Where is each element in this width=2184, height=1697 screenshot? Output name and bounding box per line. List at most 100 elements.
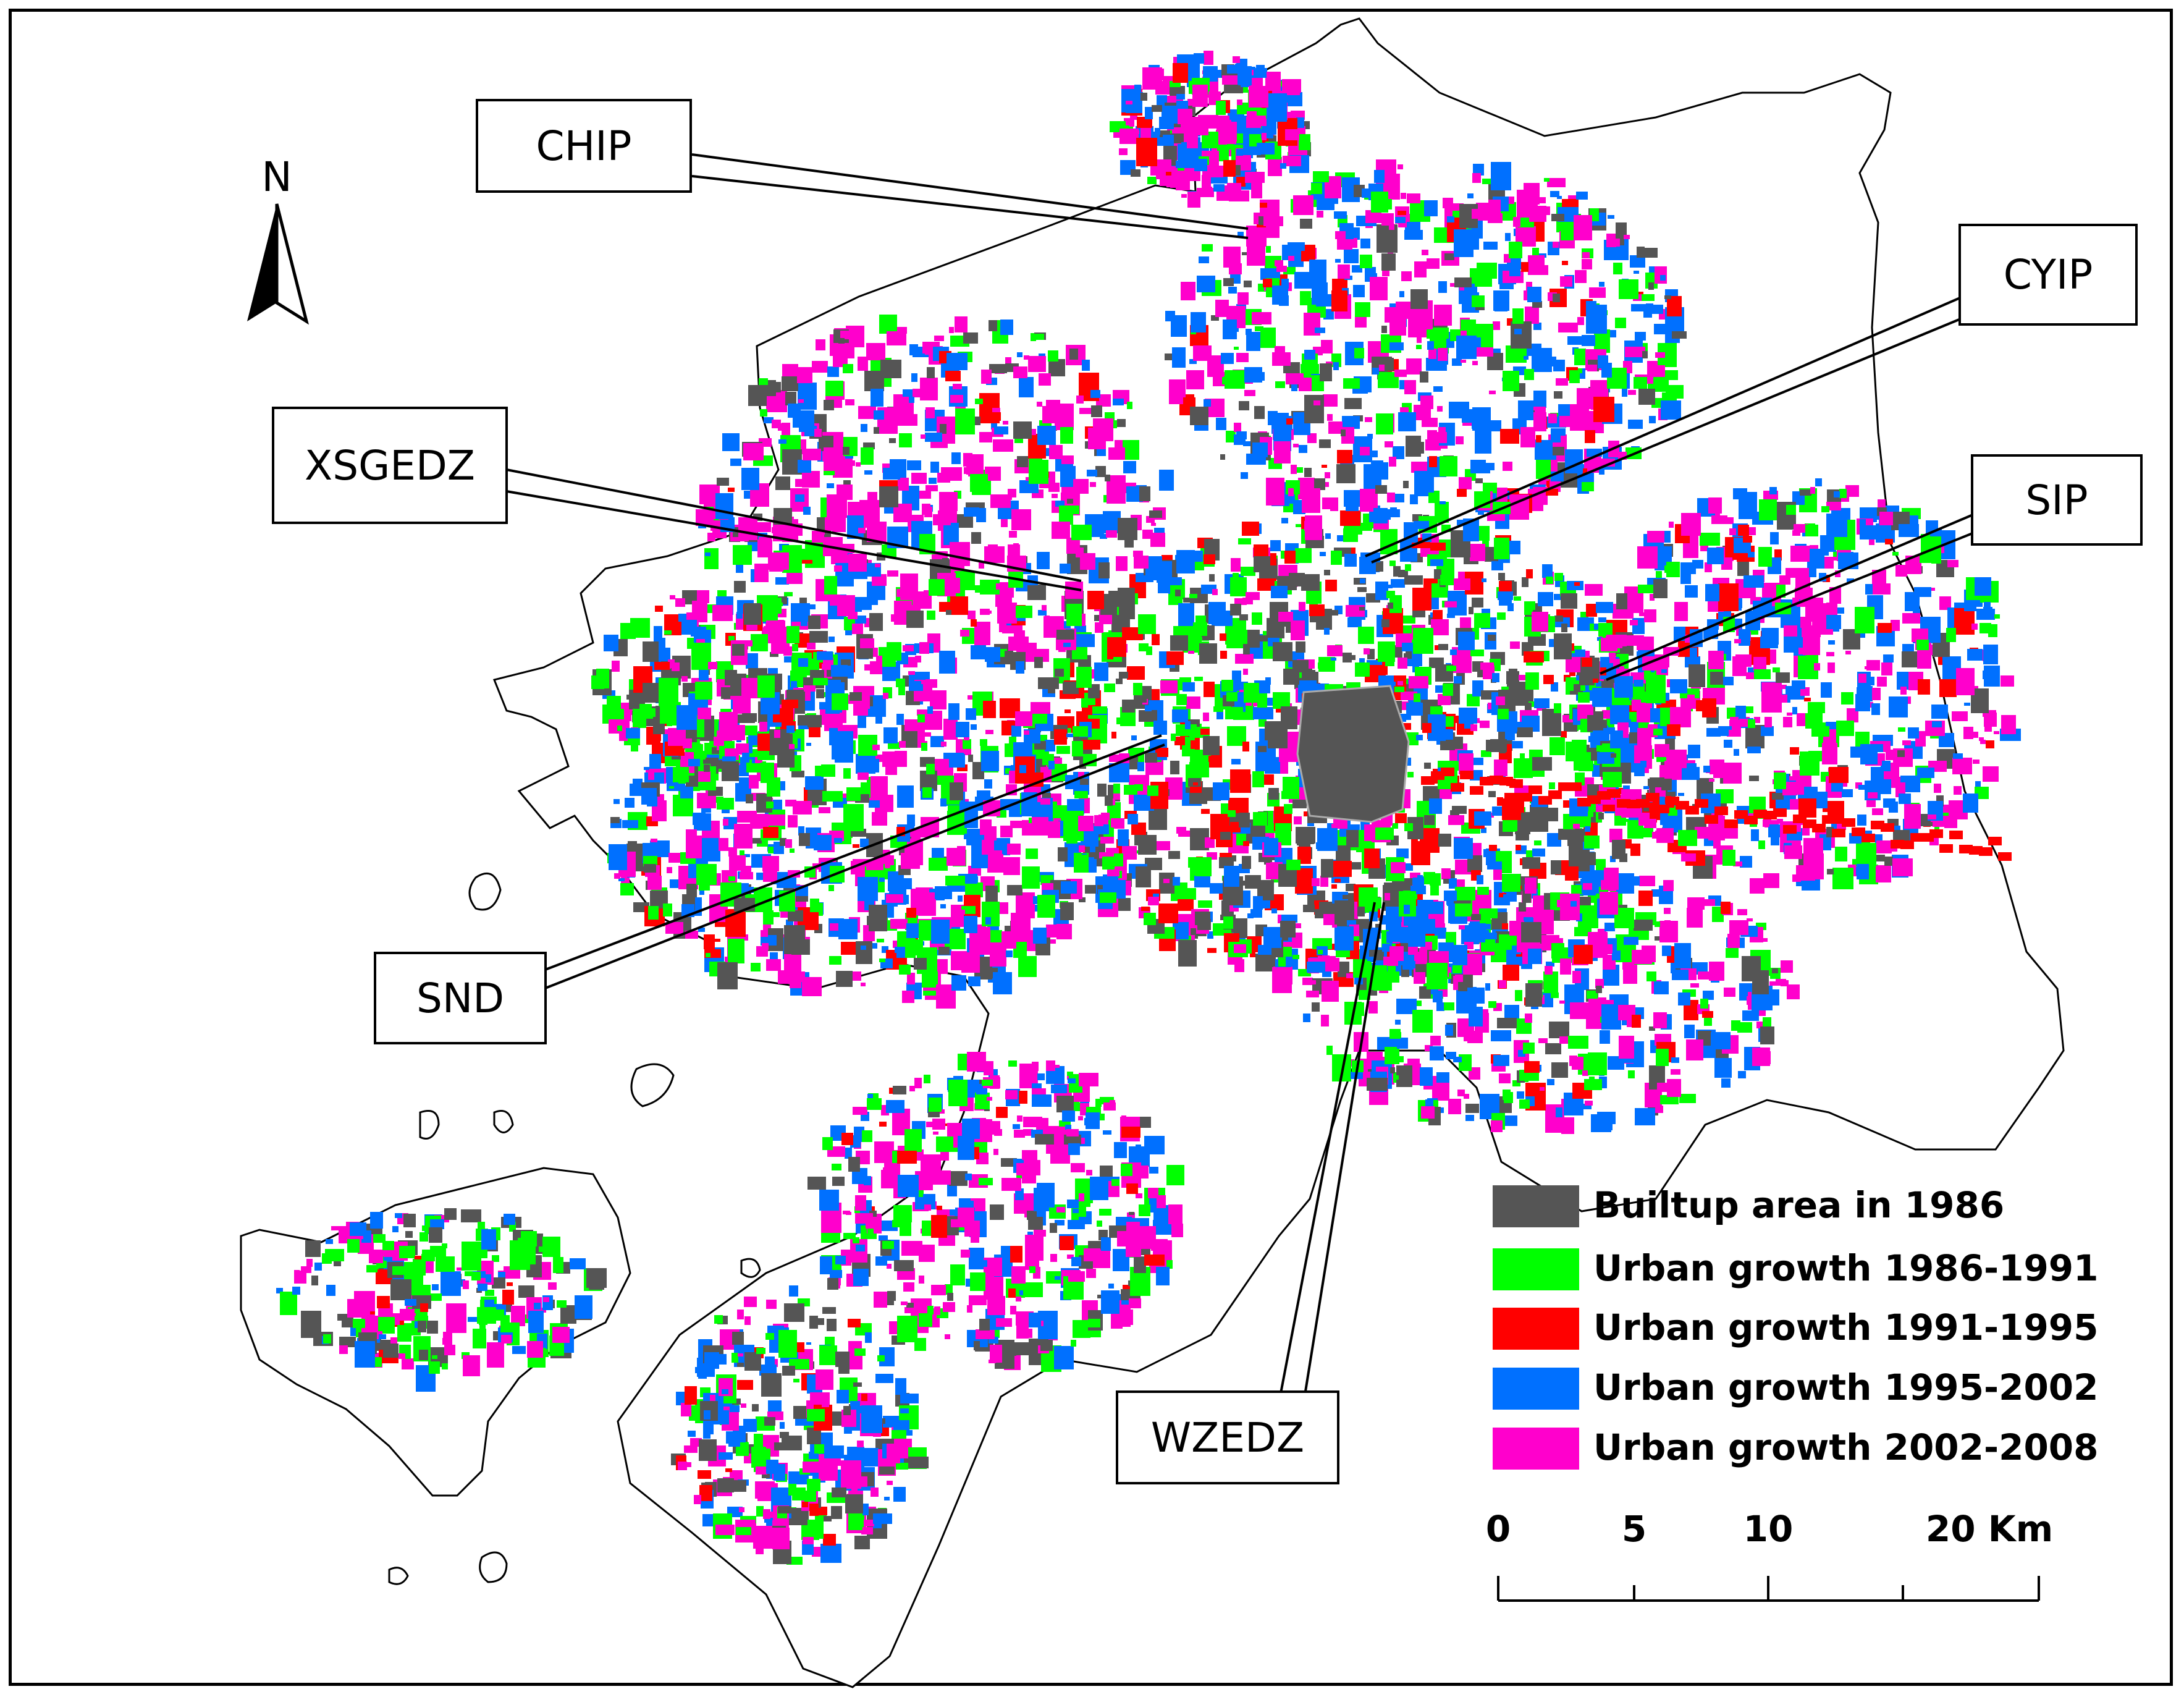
growth-patch (1983, 671, 1994, 679)
growth-patch (1005, 768, 1010, 774)
growth-patch (927, 1306, 934, 1314)
growth-patch (989, 320, 997, 331)
growth-patch (1223, 916, 1233, 929)
growth-patch (1312, 878, 1320, 886)
growth-patch (879, 959, 885, 962)
growth-patch (1370, 277, 1388, 300)
growth-patch (1551, 682, 1558, 692)
growth-patch (1445, 1025, 1453, 1036)
growth-patch (1215, 300, 1229, 317)
growth-patch (610, 817, 620, 823)
growth-patch (824, 469, 835, 475)
growth-patch (1582, 1070, 1588, 1076)
growth-patch (1721, 557, 1732, 570)
growth-patch (1873, 583, 1891, 595)
growth-patch (1553, 294, 1560, 302)
growth-patch (1078, 816, 1094, 831)
growth-patch (1939, 679, 1957, 697)
growth-patch (1448, 815, 1464, 825)
growth-patch (1260, 203, 1267, 208)
growth-patch (828, 637, 835, 642)
growth-patch (1803, 636, 1820, 655)
growth-patch (858, 357, 868, 371)
growth-patch (852, 624, 863, 634)
growth-patch (1016, 606, 1032, 618)
growth-patch (925, 433, 942, 442)
growth-patch (734, 824, 753, 848)
growth-patch (896, 414, 917, 426)
growth-patch (1554, 616, 1563, 622)
growth-patch (1158, 904, 1178, 923)
growth-patch (651, 839, 657, 842)
growth-patch (1006, 950, 1013, 957)
growth-patch (1655, 352, 1665, 358)
growth-patch (1758, 547, 1772, 567)
growth-patch (899, 433, 912, 447)
growth-patch (722, 433, 740, 451)
growth-patch (822, 791, 843, 802)
growth-patch (1001, 931, 1016, 949)
growth-patch (1438, 281, 1447, 293)
growth-patch (1203, 736, 1220, 755)
growth-patch (1210, 883, 1223, 894)
growth-patch (1128, 814, 1138, 824)
growth-patch (717, 798, 734, 810)
growth-patch (1013, 366, 1027, 378)
growth-patch (1319, 439, 1331, 448)
growth-patch (1447, 898, 1454, 906)
growth-patch (1743, 706, 1753, 713)
growth-patch (1013, 421, 1032, 439)
growth-patch (1444, 1002, 1454, 1010)
growth-patch (780, 838, 786, 846)
growth-patch (782, 423, 790, 435)
growth-patch (866, 343, 885, 360)
growth-patch (1151, 523, 1156, 526)
growth-patch (1398, 570, 1408, 577)
growth-patch (1189, 594, 1197, 598)
growth-patch (1198, 900, 1212, 908)
growth-patch (1302, 978, 1313, 985)
growth-patch (1406, 358, 1422, 375)
growth-patch (1733, 488, 1747, 499)
growth-patch (1194, 677, 1203, 681)
growth-patch (1013, 543, 1019, 550)
growth-patch (1188, 651, 1194, 654)
growth-patch (1400, 714, 1411, 720)
growth-patch (927, 367, 935, 378)
growth-patch (1011, 726, 1021, 737)
growth-patch (1514, 329, 1522, 334)
growth-patch (1483, 242, 1498, 250)
growth-patch (814, 429, 822, 437)
growth-patch (1009, 531, 1017, 538)
growth-patch (1470, 460, 1486, 473)
growth-patch (1146, 646, 1152, 655)
growth-patch (1883, 654, 1894, 662)
growth-patch (887, 570, 898, 577)
growth-patch (1079, 855, 1088, 864)
growth-patch (1810, 545, 1818, 549)
growth-patch (784, 954, 801, 975)
growth-patch (1244, 683, 1259, 703)
growth-patch (1470, 758, 1483, 765)
growth-patch (754, 564, 769, 582)
growth-patch (951, 975, 966, 991)
growth-patch (1644, 671, 1651, 680)
growth-patch (1647, 531, 1664, 543)
growth-patch (1061, 455, 1074, 464)
growth-patch (1377, 1037, 1397, 1050)
growth-patch (1457, 489, 1467, 497)
growth-patch (1303, 905, 1315, 912)
growth-patch (1313, 400, 1320, 405)
growth-patch (1939, 733, 1954, 747)
growth-patch (1317, 828, 1338, 851)
growth-patch (993, 972, 1012, 994)
growth-patch (1543, 971, 1558, 993)
growth-patch (1223, 320, 1237, 339)
growth-patch (1332, 925, 1337, 928)
growth-patch (941, 467, 962, 481)
growth-patch (1653, 1012, 1667, 1028)
growth-patch (1664, 370, 1678, 380)
growth-patch (1565, 866, 1579, 881)
growth-patch (866, 859, 883, 870)
growth-patch (934, 336, 944, 341)
